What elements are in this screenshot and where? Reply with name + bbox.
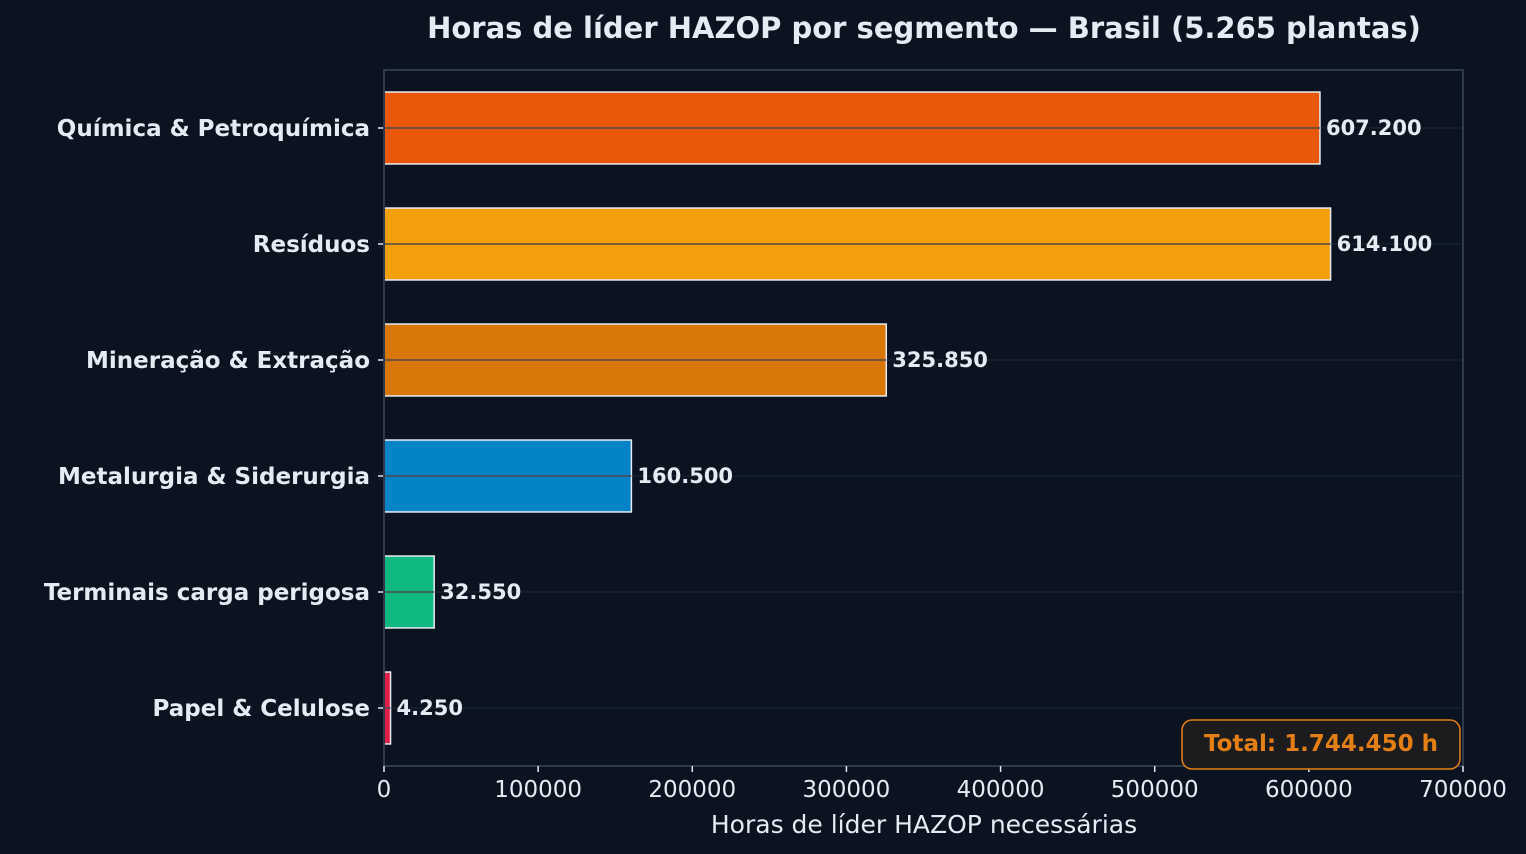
x-tick-label: 200000	[648, 777, 736, 803]
x-tick-label: 600000	[1265, 777, 1353, 803]
x-tick-label: 100000	[494, 777, 582, 803]
x-tick-label: 400000	[957, 777, 1045, 803]
category-label: Mineração & Extração	[86, 348, 370, 374]
total-annotation: Total: 1.744.450 h	[1181, 719, 1461, 770]
category-label: Terminais carga perigosa	[44, 580, 370, 606]
value-label: 32.550	[440, 580, 521, 604]
chart-title: Horas de líder HAZOP por segmento — Bras…	[427, 11, 1421, 45]
plot-frame	[383, 69, 1464, 767]
x-tick-label: 300000	[803, 777, 891, 803]
x-axis-label: Horas de líder HAZOP necessárias	[711, 810, 1137, 839]
labels-layer: 607.200 Química & Petroquímica 614.100 Resí…	[44, 116, 1432, 722]
value-label: 614.100	[1337, 232, 1433, 256]
category-label: Metalurgia & Siderurgia	[58, 464, 370, 490]
x-tick-label: 500000	[1111, 777, 1199, 803]
value-label: 4.250	[397, 696, 463, 720]
value-label: 160.500	[637, 464, 733, 488]
category-label: Resíduos	[253, 232, 370, 258]
axis-layer: 0 100000 200000 300000 400000 500000 600000 700…	[377, 69, 1507, 803]
x-tick-label: 700000	[1419, 777, 1507, 803]
category-label: Papel & Celulose	[153, 696, 371, 722]
value-label: 325.850	[892, 348, 988, 372]
x-tick-label: 0	[377, 777, 392, 803]
total-annotation-text: Total: 1.744.450 h	[1204, 731, 1438, 757]
total-annotation-box	[1181, 719, 1461, 770]
category-label: Química & Petroquímica	[57, 116, 370, 142]
value-label: 607.200	[1326, 116, 1422, 140]
